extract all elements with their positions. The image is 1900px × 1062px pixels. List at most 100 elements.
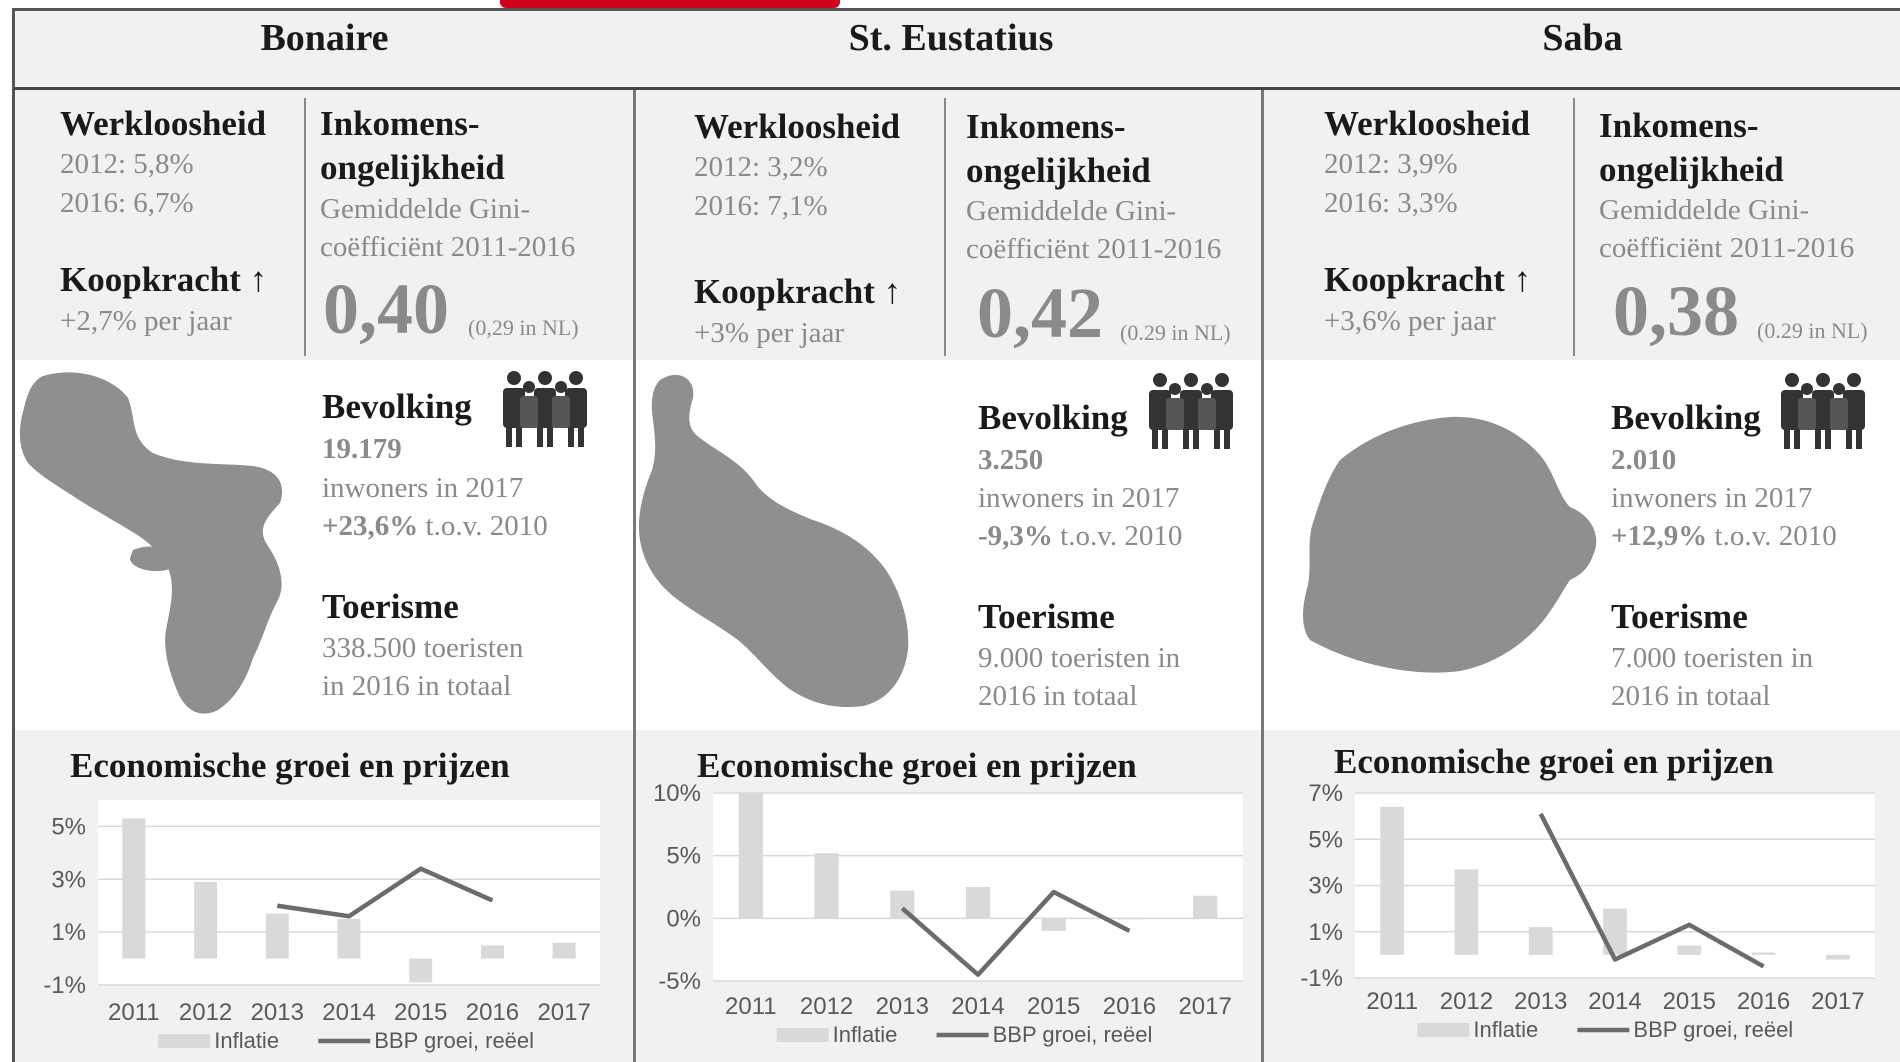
toerisme-line1: 338.500 toeristen <box>322 632 524 664</box>
x-tick-label: 2015 <box>1027 993 1080 1020</box>
x-tick-label: 2014 <box>951 993 1004 1020</box>
stats-divider <box>944 98 946 356</box>
inflatie-bar <box>480 945 504 959</box>
x-tick-label: 2011 <box>725 993 777 1020</box>
koopkracht-label: Koopkracht ↑ <box>60 260 268 299</box>
koopkracht-value: +3% per jaar <box>694 317 844 349</box>
inkomens-label-2: ongelijkheid <box>1599 150 1784 189</box>
inflatie-bar <box>552 942 576 959</box>
inflatie-bar <box>1677 945 1702 955</box>
bevolking-desc: inwoners in 2017 <box>978 482 1180 514</box>
bevolking-label: Bevolking <box>1611 398 1761 437</box>
toerisme-label: Toerisme <box>322 587 459 626</box>
bevolking-label: Bevolking <box>978 398 1128 437</box>
people-group-icon <box>503 371 587 447</box>
y-tick-label: 5% <box>51 813 86 840</box>
x-tick-label: 2013 <box>876 993 929 1020</box>
gini-desc-1: Gemiddelde Gini- <box>1599 194 1810 226</box>
stats-divider <box>304 98 306 356</box>
x-tick-label: 2016 <box>466 999 519 1026</box>
toerisme-label: Toerisme <box>1611 597 1748 636</box>
y-tick-label: 10% <box>653 780 701 807</box>
x-tick-label: 2015 <box>394 999 447 1026</box>
inflatie-bar <box>1193 895 1218 919</box>
legend-inflatie-label: Inflatie <box>1473 1017 1538 1042</box>
inflatie-bar <box>409 958 433 983</box>
x-tick-label: 2012 <box>179 999 232 1026</box>
gini-value: 0,40 <box>323 269 449 349</box>
toerisme-line1: 7.000 toeristen in <box>1611 642 1814 674</box>
legend-inflatie-label: Inflatie <box>833 1022 898 1047</box>
gini-value: 0,42 <box>977 273 1103 353</box>
x-tick-label: 2017 <box>1178 993 1231 1020</box>
x-tick-label: 2011 <box>1366 988 1418 1015</box>
bevolking-value: 3.250 <box>978 444 1044 476</box>
x-tick-label: 2014 <box>322 999 375 1026</box>
stats-section <box>12 90 637 360</box>
bevolking-change: +23,6% t.o.v. 2010 <box>322 510 548 542</box>
inflatie-bar <box>194 881 218 959</box>
gini-nl-note: (0.29 in NL) <box>1757 318 1868 343</box>
toerisme-line2: in 2016 in totaal <box>322 670 512 702</box>
gini-nl-note: (0,29 in NL) <box>468 315 579 340</box>
x-tick-label: 2016 <box>1737 988 1790 1015</box>
koopkracht-value: +3,6% per jaar <box>1324 305 1496 337</box>
column-divider <box>1261 90 1264 1062</box>
y-tick-label: -1% <box>1300 965 1343 992</box>
header-bar <box>12 8 1900 90</box>
column-title: Saba <box>1542 17 1623 59</box>
column-divider <box>633 90 636 1062</box>
legend-bbp-label: BBP groei, reëel <box>993 1022 1153 1047</box>
bevolking-value: 19.179 <box>322 433 402 465</box>
gini-desc-2: coëfficiënt 2011-2016 <box>1599 232 1855 264</box>
gini-desc-1: Gemiddelde Gini- <box>320 193 531 225</box>
stats-section <box>1265 90 1900 360</box>
inflatie-bar <box>337 918 361 959</box>
bevolking-value: 2.010 <box>1611 444 1677 476</box>
inflatie-bar <box>1041 918 1066 931</box>
inflatie-bar <box>122 818 146 959</box>
y-tick-label: 5% <box>1308 826 1343 853</box>
st-eustatius-map <box>638 374 909 708</box>
bbp-groei-line <box>276 866 494 919</box>
werkloosheid-2016: 2016: 3,3% <box>1324 187 1458 219</box>
werkloosheid-2012: 2012: 3,2% <box>694 151 828 183</box>
toerisme-line2: 2016 in totaal <box>978 680 1138 712</box>
bevolking-change: +12,9% t.o.v. 2010 <box>1611 520 1837 552</box>
x-tick-label: 2013 <box>1514 988 1567 1015</box>
column-title: St. Eustatius <box>848 17 1054 59</box>
koopkracht-value: +2,7% per jaar <box>60 305 232 337</box>
bevolking-change: -9,3% t.o.v. 2010 <box>978 520 1183 552</box>
x-tick-label: 2012 <box>1440 988 1493 1015</box>
toerisme-label: Toerisme <box>978 597 1115 636</box>
inflatie-bar <box>1825 954 1850 960</box>
x-tick-label: 2012 <box>800 993 853 1020</box>
left-border <box>12 90 15 1062</box>
gini-desc-2: coëfficiënt 2011-2016 <box>320 231 576 263</box>
y-tick-label: 0% <box>666 905 701 932</box>
legend-bbp-label: BBP groei, reëel <box>1633 1017 1793 1042</box>
gini-value: 0,38 <box>1613 271 1739 351</box>
inkomens-label-1: Inkomens- <box>1599 106 1759 145</box>
inflatie-bar <box>814 853 839 919</box>
chart-title: Economische groei en prijzen <box>697 746 1137 785</box>
y-tick-label: 1% <box>1308 919 1343 946</box>
legend-inflatie-swatch <box>158 1034 211 1048</box>
werkloosheid-2016: 2016: 6,7% <box>60 187 194 219</box>
bbp-groei-line <box>1538 812 1765 969</box>
werkloosheid-label: Werkloosheid <box>60 104 267 143</box>
inflatie-bar <box>1454 869 1479 955</box>
koopkracht-label: Koopkracht ↑ <box>694 272 902 311</box>
x-tick-label: 2017 <box>1811 988 1864 1015</box>
werkloosheid-2016: 2016: 7,1% <box>694 190 828 222</box>
y-tick-label: 1% <box>51 919 86 946</box>
st-eustatius-chart: 10% 5% 0% -5% 2011 2012 2013 2014 2015 2016 2017 In… <box>653 780 1243 1047</box>
inkomens-label-1: Inkomens- <box>966 107 1126 146</box>
inflatie-bar <box>965 887 991 919</box>
inflatie-bar <box>1380 806 1405 955</box>
inflatie-bar <box>1117 918 1142 920</box>
bbp-groei-line <box>900 889 1131 977</box>
werkloosheid-label: Werkloosheid <box>694 107 901 146</box>
inflatie-bar <box>265 913 289 959</box>
people-group-icon <box>1149 373 1233 449</box>
